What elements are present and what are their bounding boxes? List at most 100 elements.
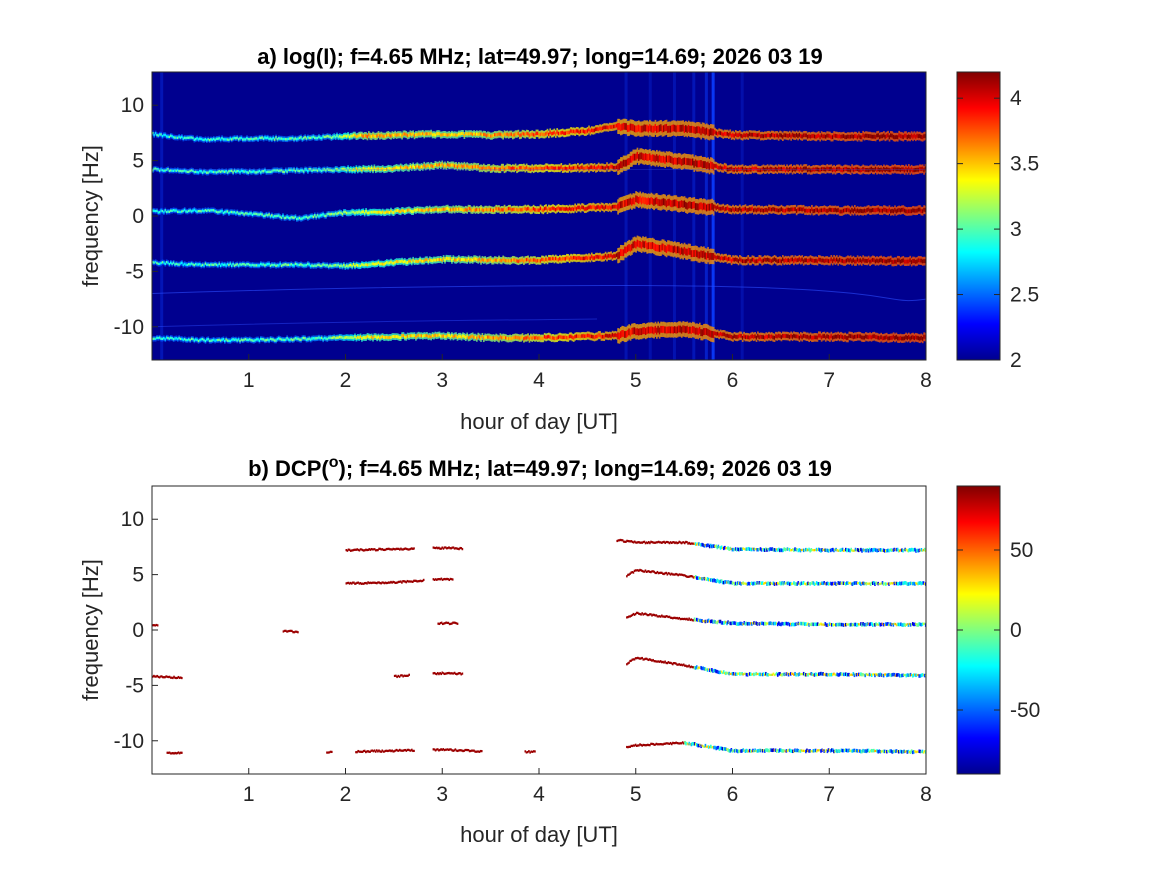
core-cell bbox=[716, 131, 719, 136]
core-cell bbox=[710, 203, 712, 211]
core-cell bbox=[175, 136, 178, 139]
core-cell bbox=[283, 216, 286, 220]
noise-streak bbox=[711, 72, 715, 360]
core-cell bbox=[250, 264, 253, 267]
core-cell bbox=[712, 163, 715, 171]
core-cell bbox=[883, 258, 885, 263]
core-cell bbox=[847, 257, 849, 262]
core-cell bbox=[885, 134, 888, 139]
core-cell bbox=[258, 264, 261, 267]
core-cell bbox=[336, 134, 338, 137]
core-cell bbox=[459, 207, 462, 211]
core-cell bbox=[230, 264, 233, 267]
core-cell bbox=[714, 163, 716, 168]
core-cell bbox=[826, 133, 829, 138]
core-cell bbox=[165, 260, 168, 264]
core-cell bbox=[712, 253, 715, 261]
core-cell bbox=[224, 211, 226, 214]
core-cell bbox=[401, 334, 403, 338]
core-cell bbox=[657, 244, 660, 252]
core-cell bbox=[167, 167, 169, 171]
core-cell bbox=[633, 197, 636, 205]
core-cell bbox=[181, 337, 183, 341]
core-cell bbox=[246, 212, 248, 215]
core-cell bbox=[419, 208, 421, 212]
core-cell bbox=[787, 207, 790, 212]
core-cell bbox=[254, 171, 257, 174]
core-cell bbox=[244, 138, 247, 141]
core-cell bbox=[797, 166, 799, 171]
core-cell bbox=[584, 207, 586, 211]
core-cell bbox=[747, 257, 750, 262]
core-cell bbox=[581, 165, 583, 169]
core-cell bbox=[344, 336, 347, 339]
core-cell bbox=[686, 202, 689, 210]
core-cell bbox=[179, 210, 182, 214]
core-cell bbox=[654, 124, 657, 131]
core-cell bbox=[276, 168, 279, 172]
core-cell bbox=[354, 133, 356, 137]
core-cell bbox=[833, 167, 835, 172]
core-cell bbox=[390, 167, 392, 171]
core-cell bbox=[914, 259, 917, 264]
core-cell bbox=[379, 134, 381, 138]
core-cell bbox=[201, 138, 204, 141]
core-cell bbox=[723, 165, 726, 169]
core-cell bbox=[554, 256, 557, 261]
core-cell bbox=[550, 257, 553, 261]
core-cell bbox=[513, 258, 516, 262]
core-cell bbox=[679, 200, 682, 208]
core-cell bbox=[805, 208, 808, 213]
core-cell bbox=[697, 251, 700, 259]
core-cell bbox=[830, 135, 833, 140]
core-cell bbox=[552, 166, 554, 170]
core-cell bbox=[790, 166, 793, 171]
core-cell bbox=[239, 339, 241, 343]
core-cell bbox=[470, 132, 473, 136]
core-cell bbox=[748, 167, 751, 172]
core-cell bbox=[440, 334, 442, 338]
core-cell bbox=[175, 169, 178, 172]
core-cell bbox=[791, 257, 794, 262]
core-cell bbox=[226, 210, 229, 213]
core-cell bbox=[264, 214, 266, 218]
core-cell bbox=[680, 124, 683, 132]
core-cell bbox=[776, 259, 779, 264]
core-cell bbox=[194, 209, 197, 213]
core-cell bbox=[229, 137, 232, 140]
core-cell bbox=[401, 134, 403, 138]
core-cell bbox=[445, 335, 448, 339]
core-cell bbox=[816, 134, 819, 138]
core-cell bbox=[376, 134, 379, 138]
core-cell bbox=[474, 132, 477, 137]
core-cell bbox=[410, 133, 413, 137]
core-cell bbox=[305, 338, 308, 341]
core-cell bbox=[368, 263, 370, 267]
core-cell bbox=[787, 134, 790, 138]
core-cell bbox=[347, 265, 349, 268]
core-cell bbox=[784, 168, 787, 173]
core-cell bbox=[527, 206, 529, 211]
core-cell bbox=[878, 167, 881, 172]
core-cell bbox=[657, 198, 660, 206]
core-cell bbox=[283, 263, 286, 266]
core-cell bbox=[755, 166, 758, 171]
core-cell bbox=[441, 162, 444, 166]
core-cell bbox=[806, 168, 809, 173]
core-cell bbox=[300, 136, 302, 139]
core-cell bbox=[664, 156, 667, 164]
core-cell bbox=[866, 133, 869, 138]
core-cell bbox=[909, 135, 912, 139]
core-cell bbox=[764, 167, 766, 172]
core-cell bbox=[473, 132, 475, 136]
core-cell bbox=[649, 124, 651, 131]
core-cell bbox=[289, 338, 291, 342]
core-cell bbox=[435, 334, 438, 338]
core-cell bbox=[442, 256, 445, 260]
core-cell bbox=[359, 211, 362, 215]
core-cell bbox=[632, 197, 635, 205]
core-cell bbox=[441, 133, 444, 137]
core-cell bbox=[279, 215, 282, 219]
core-cell bbox=[600, 126, 603, 131]
core-cell bbox=[725, 165, 727, 170]
